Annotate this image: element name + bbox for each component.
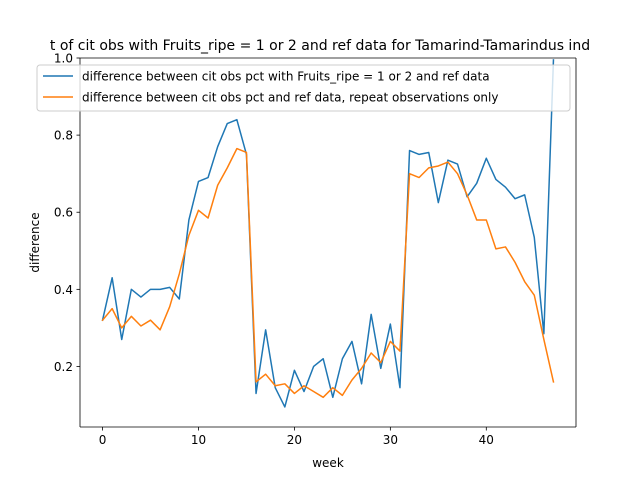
legend-box — [36, 64, 571, 112]
legend: difference between cit obs pct with Frui… — [36, 64, 571, 112]
x-axis-label: week — [312, 456, 344, 470]
y-axis-ticks: 0.2 0.4 0.6 0.8 1.0 — [54, 52, 80, 374]
y-tick-label: 0.4 — [54, 283, 73, 297]
x-tick-label: 10 — [191, 433, 206, 447]
y-tick-label: 0.2 — [54, 360, 73, 374]
x-tick-label: 0 — [99, 433, 107, 447]
series-line-2 — [101, 147, 555, 399]
chart-title: t of cit obs with Fruits_ripe = 1 or 2 a… — [50, 38, 590, 54]
legend-label-series-2: difference between cit obs pct and ref d… — [82, 91, 498, 105]
x-tick-label: 30 — [383, 433, 398, 447]
series-layer — [101, 59, 555, 408]
y-tick-label: 1.0 — [54, 52, 73, 66]
x-tick-label: 20 — [287, 433, 302, 447]
x-tick-label: 40 — [479, 433, 494, 447]
axes-frame — [79, 57, 577, 428]
y-tick-label: 0.8 — [54, 129, 73, 143]
x-axis-ticks: 0 10 20 30 40 — [99, 427, 494, 447]
y-axis-label: difference — [28, 212, 42, 272]
plot-background — [80, 58, 576, 427]
y-tick-label: 0.6 — [54, 206, 73, 220]
series-line-1 — [101, 59, 555, 408]
plot-area: 0 10 20 30 40 0.2 0.4 0.6 0.8 1.0 — [54, 52, 577, 447]
legend-label-series-1: difference between cit obs pct with Frui… — [82, 70, 490, 84]
